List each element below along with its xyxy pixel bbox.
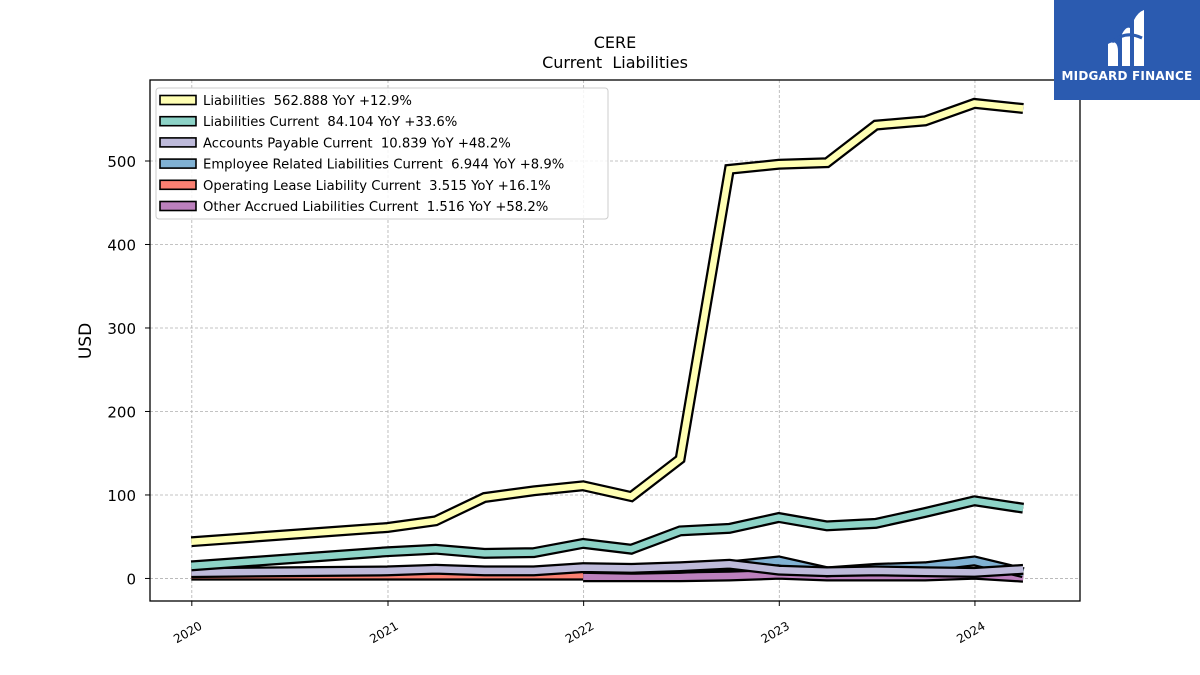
series-stroke [191,561,1024,576]
legend-swatch [159,94,197,106]
legend-label: Other Accrued Liabilities Current 1.516 … [203,200,548,215]
y-tick-label: 300 [107,320,136,338]
legend-swatch [159,115,197,127]
series-line [191,558,1024,579]
y-tick-label: 200 [107,403,136,421]
series-stroke [191,100,1024,545]
legend-swatch [159,158,197,169]
legend-box [155,87,609,220]
y-tick-label: 500 [107,153,136,171]
legend-swatch [159,137,197,148]
y-axis-label: USD [76,323,96,359]
x-tick-label: 2020 [171,619,204,646]
brand-logo: MIDGARD FINANCE [1054,0,1200,100]
legend: Liabilities 562.888 YoY +12.9% Liabilitie… [155,87,609,220]
x-tick-label: 2022 [563,619,596,646]
y-tick-label: 0 [126,570,136,588]
legend-swatch [159,179,197,191]
series-layer [190,97,1025,583]
x-tick-label: 2024 [954,619,987,646]
y-tick-label: 100 [107,487,136,505]
legend-label: Liabilities Current 84.104 YoY +33.6% [203,115,457,130]
legend-label: Accounts Payable Current 10.839 YoY +48.… [203,136,511,151]
legend-label: Operating Lease Liability Current 3.515 … [203,179,551,194]
brand-name: MIDGARD FINANCE [1061,69,1193,83]
legend-label: Employee Related Liabilities Current 6.9… [203,158,564,173]
x-tick-label: 2021 [367,619,400,646]
chart-title: CERE [594,33,637,52]
y-tick-label: 400 [107,236,136,254]
legend-label: Liabilities 562.888 YoY +12.9% [203,94,412,109]
chart-subtitle: Current Liabilities [542,53,688,72]
series-line [190,495,1025,572]
series-line [190,97,1024,548]
series-stroke [191,497,1024,570]
brand-logo-icon [1108,10,1144,67]
plot-frame [149,79,1081,602]
x-tick-label: 2023 [759,619,792,646]
legend-swatch [159,200,197,212]
